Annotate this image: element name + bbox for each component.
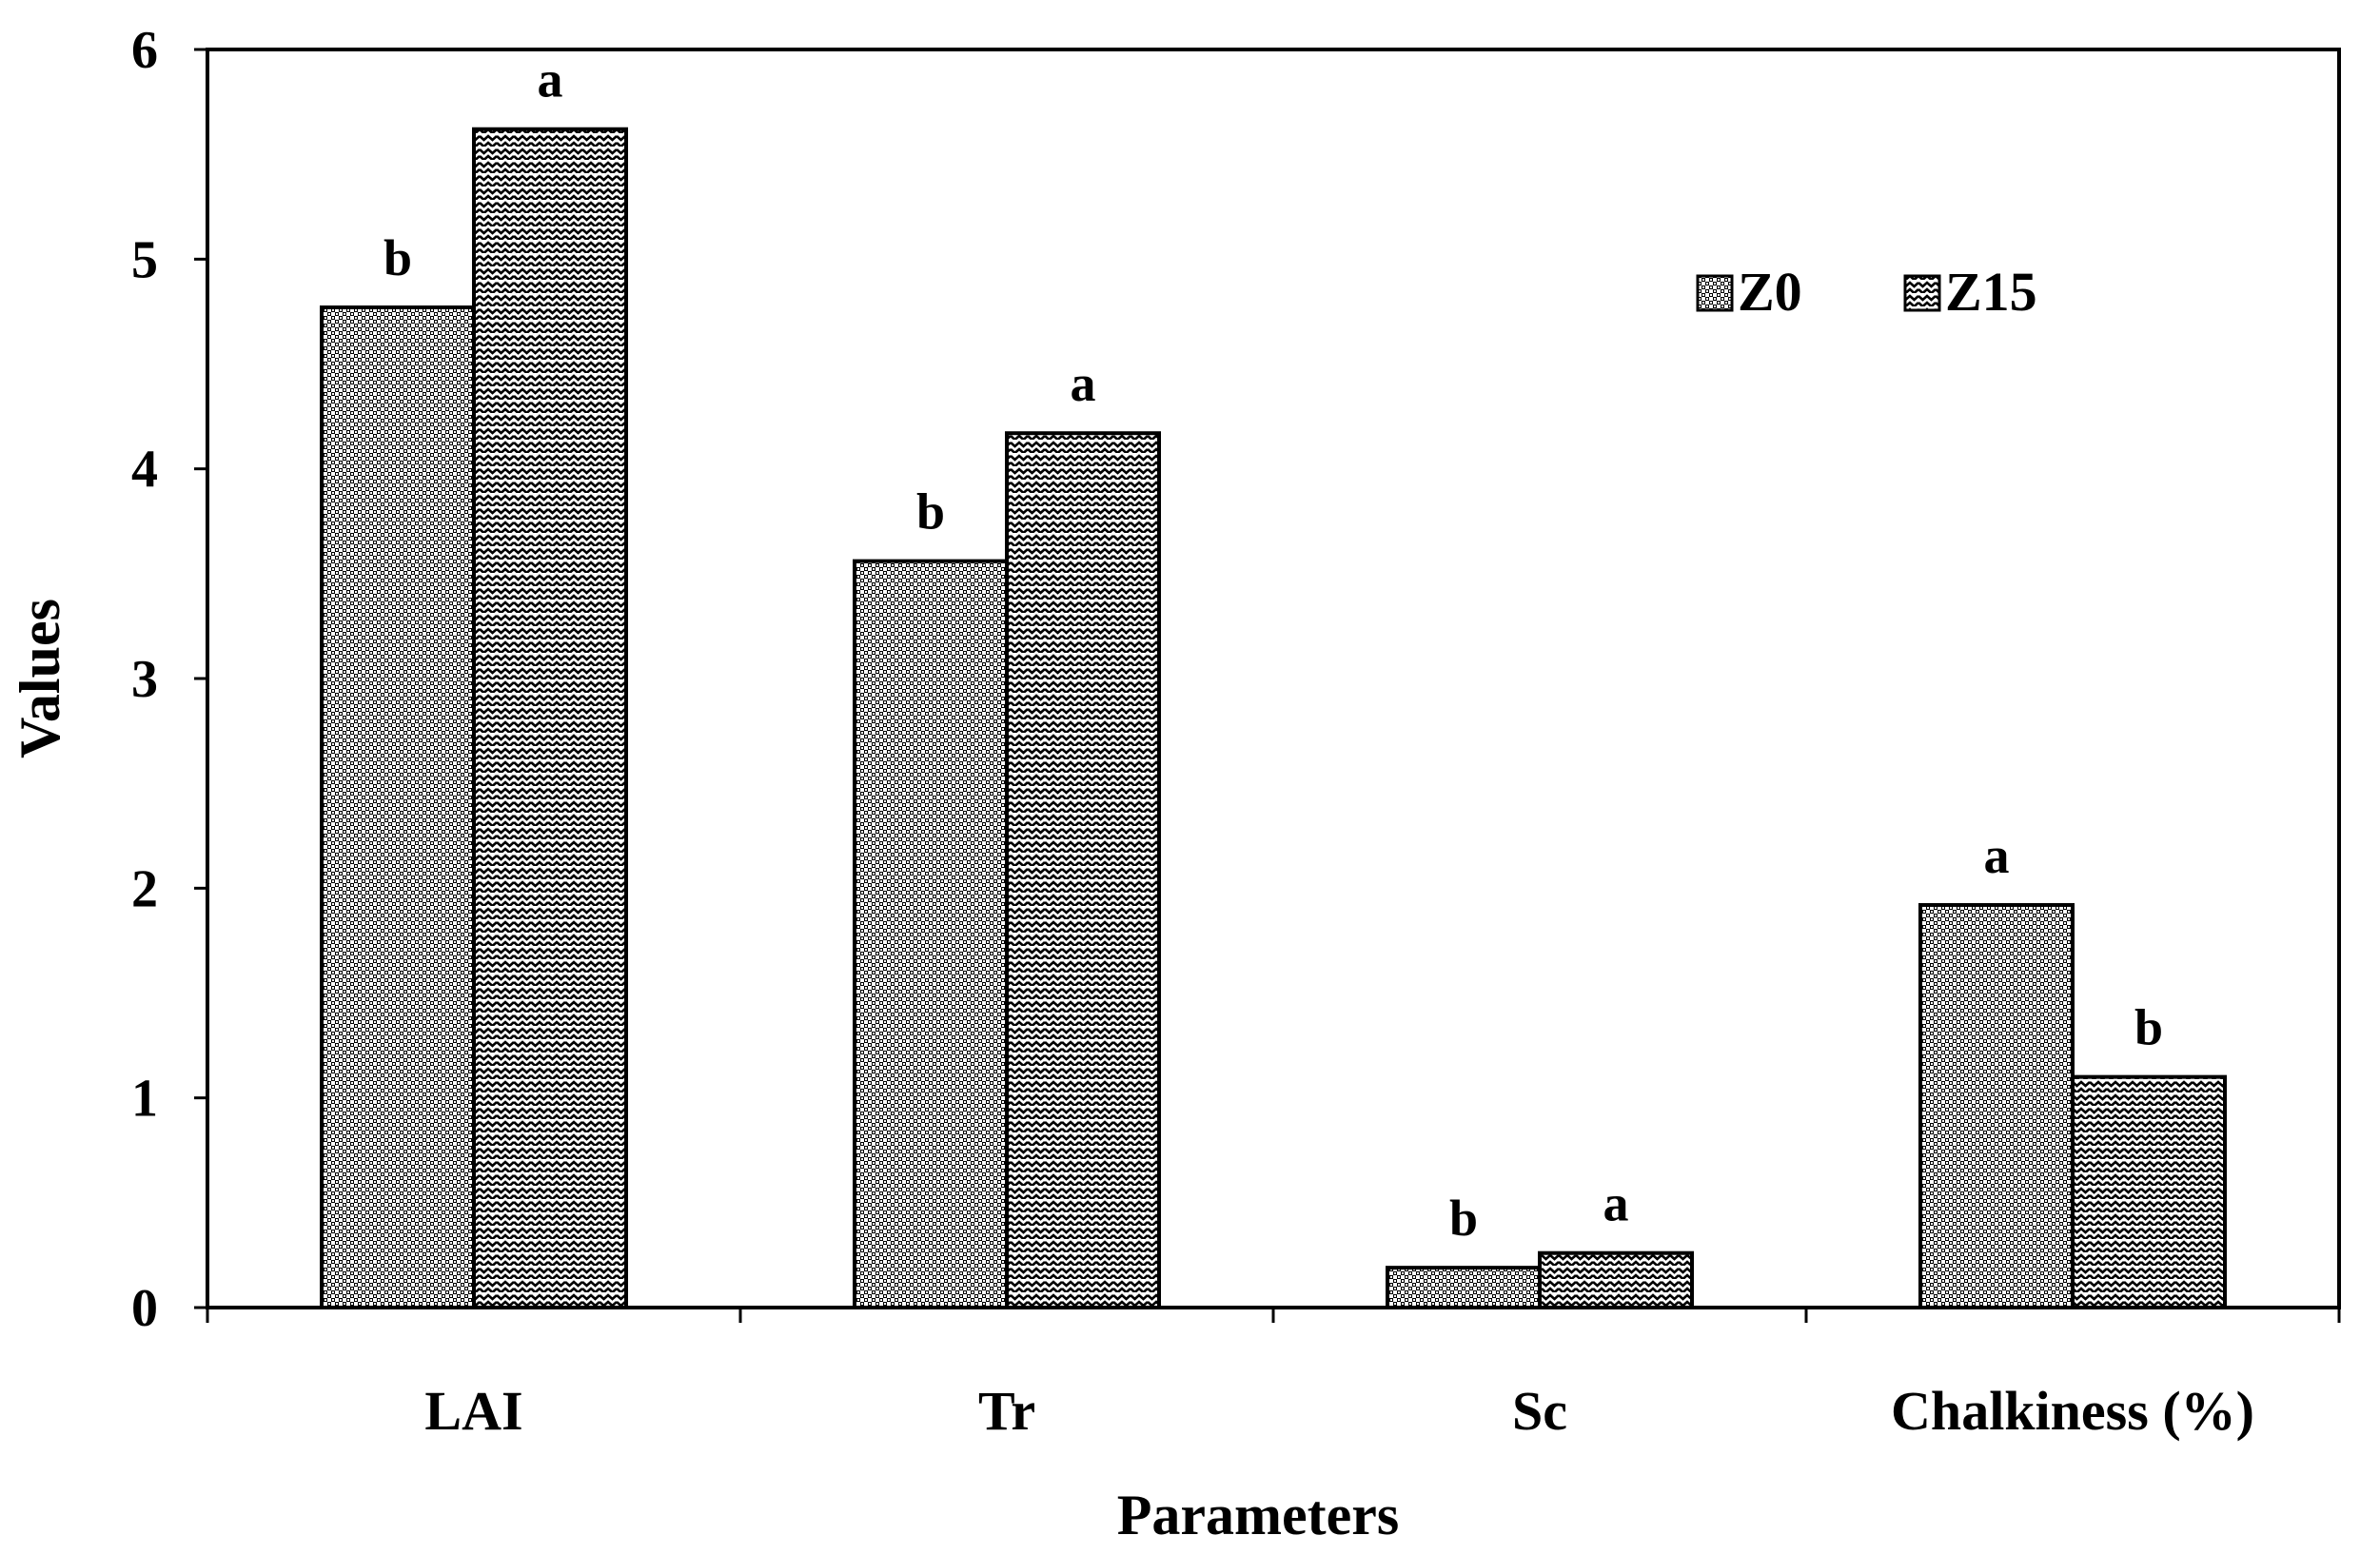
bar-z15-1 (1005, 431, 1161, 1309)
y-axis-title: Values (9, 599, 71, 758)
x-category-label: Sc (1512, 1380, 1567, 1442)
significance-label: b (1449, 1190, 1478, 1247)
x-category-label: Chalkiness (%) (1891, 1380, 2254, 1442)
legend-swatch-z0 (1696, 274, 1734, 312)
bar-z15-3 (2071, 1074, 2227, 1309)
significance-label: b (916, 483, 945, 541)
legend: Z0 Z15 (1696, 261, 2037, 323)
x-axis-ticks (206, 1308, 2341, 1323)
x-category-label: LAI (424, 1380, 522, 1442)
significance-label: a (1984, 827, 2010, 884)
category-labels: LAI Tr Sc Chalkiness (%) (424, 1380, 2254, 1442)
bar-z15-2 (1538, 1250, 1694, 1310)
y-tick-label: 1 (131, 1070, 158, 1129)
significance-label: b (2134, 999, 2163, 1056)
y-tick-label: 2 (131, 859, 158, 918)
significance-label: a (1071, 355, 1096, 412)
legend-label-z15: Z15 (1945, 261, 2037, 323)
bar-z0-1 (853, 559, 1009, 1309)
significance-label: a (538, 51, 563, 108)
bars (320, 127, 2227, 1310)
legend-swatch-z15 (1903, 274, 1941, 312)
bar-z0-2 (1386, 1266, 1542, 1310)
bar-z0-3 (1918, 902, 2075, 1310)
y-tick-label: 4 (131, 441, 158, 500)
y-axis-ticks: 0 1 2 3 4 5 6 (131, 21, 207, 1338)
bar-z15-0 (472, 127, 628, 1309)
significance-labels: b a b a b a a b (384, 51, 2163, 1247)
significance-label: b (384, 229, 412, 286)
y-tick-label: 3 (131, 650, 158, 709)
y-tick-label: 6 (131, 21, 158, 80)
x-axis-title: Parameters (1117, 1484, 1399, 1546)
y-tick-label: 5 (131, 230, 158, 289)
x-category-label: Tr (978, 1380, 1035, 1442)
legend-label-z0: Z0 (1738, 261, 1802, 323)
significance-label: a (1603, 1175, 1629, 1232)
bar-z0-0 (320, 305, 476, 1309)
y-tick-label: 0 (131, 1279, 158, 1338)
